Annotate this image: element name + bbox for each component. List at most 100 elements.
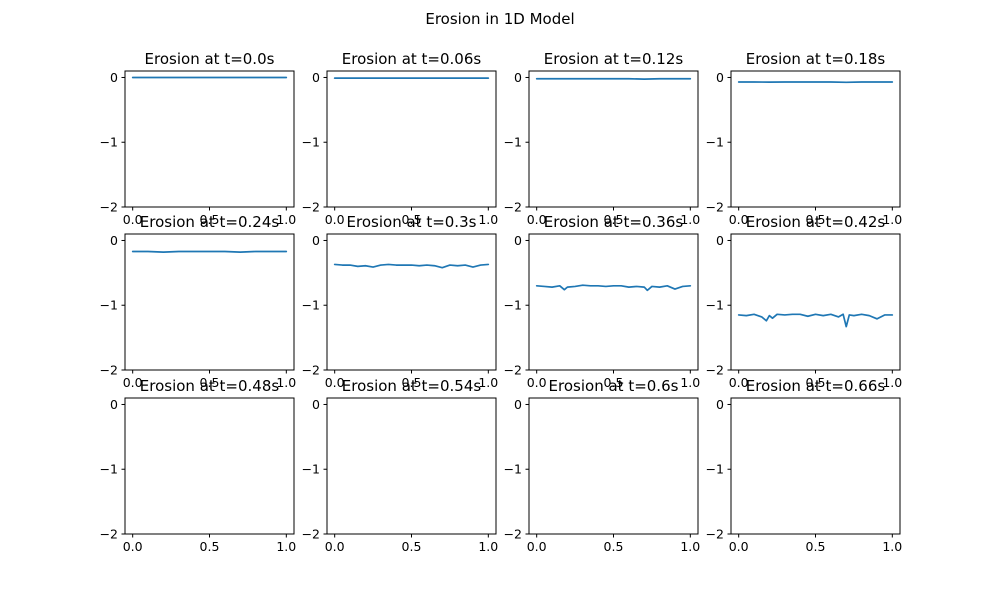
axes-frame xyxy=(528,233,699,371)
x-tick-label: 0.5 xyxy=(604,539,624,554)
chart-suptitle: Erosion in 1D Model xyxy=(425,10,574,28)
x-tick-label: 0.0 xyxy=(527,539,547,554)
subplot-title: Erosion at t=0.0s xyxy=(145,50,275,68)
x-tick-label: 0.0 xyxy=(123,539,143,554)
x-tick-label: 0.0 xyxy=(123,375,143,390)
axes-frame xyxy=(124,70,295,208)
x-tick-label: 0.0 xyxy=(527,212,547,227)
x-tick-label: 0.5 xyxy=(402,212,422,227)
y-tick-label: −2 xyxy=(706,527,724,542)
y-tick-label: −1 xyxy=(302,298,320,313)
subplot-4: 0.0 0.5 1.0 0 −1 −2 Erosion at t=0.18s xyxy=(706,50,903,227)
y-tick-label: 0 xyxy=(514,233,522,248)
subplot-title: Erosion at t=0.3s xyxy=(347,213,477,231)
x-tick-label: 0.5 xyxy=(402,539,422,554)
y-tick-label: 0 xyxy=(110,233,118,248)
y-tick-label: −2 xyxy=(302,527,320,542)
x-tick-label: 0.0 xyxy=(123,212,143,227)
x-tick-label: 0.0 xyxy=(325,212,345,227)
subplot-1: 0.0 0.5 1.0 0 −1 −2 Erosion at t=0.0s xyxy=(100,50,297,227)
y-tick-label: 0 xyxy=(110,70,118,85)
axes-frame xyxy=(528,397,699,535)
x-tick-label: 1.0 xyxy=(882,539,902,554)
x-tick-label: 1.0 xyxy=(478,212,498,227)
x-tick-label: 0.5 xyxy=(402,375,422,390)
axes-frame xyxy=(124,397,295,535)
subplot-6: 0.0 0.5 1.0 0 −1 −2 Erosion at t=0.3s xyxy=(302,213,499,390)
y-tick-label: −1 xyxy=(504,298,522,313)
subplot-title: Erosion at t=0.12s xyxy=(544,50,684,68)
subplots-grid: 0.0 0.5 1.0 0 −1 −2 Erosion at t=0.0s 0.0 0.5 1.0… xyxy=(100,50,903,554)
y-tick-label: −1 xyxy=(706,298,724,313)
subplot-12: 0.0 0.5 1.0 0 −1 −2 Erosion at t=0.66s xyxy=(706,377,903,554)
y-tick-label: −1 xyxy=(302,135,320,150)
y-tick-label: −2 xyxy=(100,363,118,378)
axes-frame xyxy=(326,397,497,535)
x-tick-label: 0.0 xyxy=(527,375,547,390)
x-tick-label: 0.0 xyxy=(729,375,749,390)
y-tick-label: −1 xyxy=(504,135,522,150)
y-tick-label: 0 xyxy=(716,233,724,248)
series-line xyxy=(535,284,692,292)
y-tick-label: −2 xyxy=(100,527,118,542)
series-line xyxy=(131,250,288,253)
y-tick-label: −1 xyxy=(302,462,320,477)
axes-frame xyxy=(730,233,901,371)
y-tick-label: −1 xyxy=(100,298,118,313)
x-tick-label: 0.5 xyxy=(604,375,624,390)
y-tick-label: −2 xyxy=(706,200,724,215)
x-tick-label: 1.0 xyxy=(276,375,296,390)
x-tick-label: 0.5 xyxy=(200,375,220,390)
x-tick-label: 0.0 xyxy=(325,375,345,390)
series-line xyxy=(737,313,894,328)
axes-frame xyxy=(528,70,699,208)
y-tick-label: −1 xyxy=(504,462,522,477)
subplot-11: 0.0 0.5 1.0 0 −1 −2 Erosion at t=0.6s xyxy=(504,377,701,554)
y-tick-label: 0 xyxy=(514,70,522,85)
subplot-title: Erosion at t=0.6s xyxy=(549,377,679,395)
x-tick-label: 1.0 xyxy=(478,375,498,390)
y-tick-label: 0 xyxy=(716,397,724,412)
subplot-9: 0.0 0.5 1.0 0 −1 −2 Erosion at t=0.48s xyxy=(100,377,297,554)
x-tick-label: 1.0 xyxy=(478,539,498,554)
y-tick-label: −2 xyxy=(504,200,522,215)
y-tick-label: 0 xyxy=(312,70,320,85)
axes-frame xyxy=(326,233,497,371)
x-tick-label: 0.0 xyxy=(729,212,749,227)
y-tick-label: −2 xyxy=(100,200,118,215)
x-tick-label: 0.5 xyxy=(200,539,220,554)
subplot-title: Erosion at t=0.54s xyxy=(342,377,482,395)
x-tick-label: 0.5 xyxy=(604,212,624,227)
subplot-3: 0.0 0.5 1.0 0 −1 −2 Erosion at t=0.12s xyxy=(504,50,701,227)
axes-frame xyxy=(730,70,901,208)
y-tick-label: −2 xyxy=(706,363,724,378)
subplot-title: Erosion at t=0.66s xyxy=(746,377,886,395)
x-tick-label: 1.0 xyxy=(276,539,296,554)
y-tick-label: 0 xyxy=(716,70,724,85)
y-tick-label: −2 xyxy=(504,363,522,378)
x-tick-label: 1.0 xyxy=(276,212,296,227)
subplot-title: Erosion at t=0.48s xyxy=(140,377,280,395)
y-tick-label: 0 xyxy=(514,397,522,412)
y-tick-label: −2 xyxy=(504,527,522,542)
subplot-8: 0.0 0.5 1.0 0 −1 −2 Erosion at t=0.42s xyxy=(706,213,903,390)
x-tick-label: 1.0 xyxy=(680,375,700,390)
y-tick-label: −1 xyxy=(706,462,724,477)
subplot-title: Erosion at t=0.06s xyxy=(342,50,482,68)
y-tick-label: −2 xyxy=(302,363,320,378)
subplot-10: 0.0 0.5 1.0 0 −1 −2 Erosion at t=0.54s xyxy=(302,377,499,554)
subplot-title: Erosion at t=0.18s xyxy=(746,50,886,68)
axes-frame xyxy=(730,397,901,535)
y-tick-label: −1 xyxy=(100,135,118,150)
subplot-title: Erosion at t=0.24s xyxy=(140,213,280,231)
x-tick-label: 0.5 xyxy=(806,539,826,554)
subplot-title: Erosion at t=0.36s xyxy=(544,213,684,231)
x-tick-label: 0.0 xyxy=(729,539,749,554)
subplot-5: 0.0 0.5 1.0 0 −1 −2 Erosion at t=0.24s xyxy=(100,213,297,390)
subplot-title: Erosion at t=0.42s xyxy=(746,213,886,231)
series-line xyxy=(333,263,490,269)
subplot-7: 0.0 0.5 1.0 0 −1 −2 Erosion at t=0.36s xyxy=(504,213,701,390)
x-tick-label: 0.5 xyxy=(200,212,220,227)
